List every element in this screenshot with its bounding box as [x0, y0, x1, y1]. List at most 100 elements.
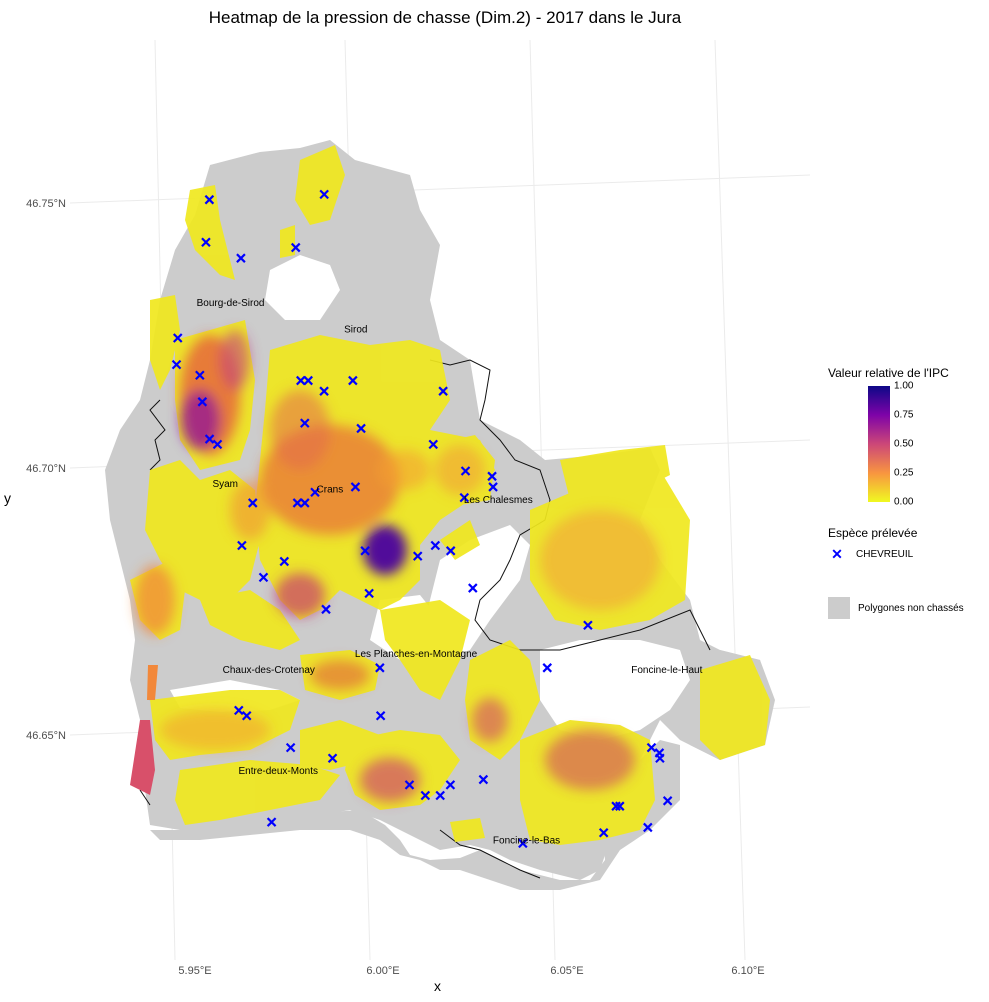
chevreuil-marker [360, 546, 370, 556]
chevreuil-marker [487, 471, 497, 482]
chevreuil-marker [350, 482, 361, 492]
chevreuil-marker [643, 822, 653, 833]
chevreuil-marker [375, 710, 386, 721]
colorbar-tick: 0.75 [894, 409, 914, 421]
y-tick-labels: 46.75°N 46.70°N 46.65°N [26, 198, 66, 742]
colorbar-tick: 0.50 [894, 438, 914, 450]
chevreuil-marker [662, 796, 673, 806]
chevreuil-marker [611, 801, 621, 811]
chevreuil-marker [319, 189, 329, 200]
cross-marker-icon: ✕ [831, 546, 843, 562]
colorbar-tick: 0.00 [894, 496, 914, 508]
chevreuil-marker [204, 434, 215, 444]
chevreuil-marker [172, 333, 183, 343]
chevreuil-marker [646, 742, 657, 753]
border-line [429, 359, 711, 879]
town-label: Chaux-des-Crotenay [223, 665, 315, 676]
chevreuil-marker [212, 439, 223, 450]
chevreuil-marker [615, 801, 625, 811]
chart-title: Heatmap de la pression de chasse (Dim.2)… [208, 8, 682, 27]
color-legend-title: Valeur relative de l'IPC [828, 366, 949, 380]
chevreuil-marker [430, 540, 441, 551]
species-legend-item: ✕ CHEVREUIL [828, 546, 988, 563]
x-tick-label: 6.05°E [550, 965, 583, 977]
colorbar [868, 386, 890, 502]
chevreuil-marker [542, 663, 553, 673]
chevreuil-marker [296, 375, 306, 386]
chevreuil-marker [237, 540, 247, 551]
gray-swatch-icon [828, 597, 850, 619]
chevreuil-marker [234, 705, 244, 716]
chevreuil-marker [375, 663, 385, 673]
colorbar-row: 1.00 0.75 0.50 0.25 0.00 [868, 381, 988, 508]
town-label: Bourg-de-Sirod [197, 298, 265, 309]
chevreuil-marker [460, 466, 471, 476]
chevreuil-marker [327, 753, 338, 764]
y-tick-label: 46.65°N [26, 730, 66, 742]
nonhunted-legend-item: Polygones non chassés [828, 597, 988, 619]
chevreuil-marker [285, 742, 296, 753]
chevreuil-marker [598, 827, 609, 838]
species-legend-title: Espèce prélevée [828, 526, 918, 540]
y-axis-label: y [4, 490, 11, 506]
chevreuil-marker [364, 588, 374, 599]
chevreuil-marker [241, 710, 252, 721]
chevreuil-marker [356, 423, 366, 434]
y-tick-label: 46.70°N [26, 463, 66, 475]
colorbar-ticks: 1.00 0.75 0.50 0.25 0.00 [894, 381, 934, 508]
chevreuil-marker [478, 774, 489, 785]
chevreuil-marker [583, 620, 593, 631]
chevreuil-marker [266, 817, 277, 827]
chevreuil-marker [197, 397, 208, 407]
chevreuil-marker [459, 492, 470, 503]
colorbar-tick: 1.00 [894, 380, 914, 392]
chevreuil-marker [236, 253, 246, 263]
chevreuil-marker [258, 572, 269, 583]
chevreuil-marker [247, 498, 258, 508]
town-label: Les Planches-en-Montagne [355, 649, 478, 660]
ipc-edge-patches [130, 665, 158, 795]
town-label: Foncine-le-Bas [493, 835, 560, 846]
nonhunted-label: Polygones non chassés [858, 602, 964, 614]
chevreuil-marker [300, 498, 310, 508]
chevreuil-marker [300, 418, 310, 428]
x-tick-label: 6.10°E [731, 965, 764, 977]
ipc-high-areas [135, 330, 660, 802]
chevreuil-marker [279, 556, 290, 567]
chevreuil-marker [488, 482, 498, 492]
chevreuil-marker [348, 375, 358, 386]
y-tick-label: 46.75°N [26, 198, 66, 210]
chevreuil-marker [468, 583, 478, 593]
chevreuil-marker [201, 237, 211, 248]
x-tick-labels: 5.95°E 6.00°E 6.05°E 6.10°E [178, 965, 764, 977]
chevreuil-marker [204, 194, 215, 205]
chevreuil-marker [321, 604, 331, 615]
chevreuil-marker [290, 242, 301, 253]
x-tick-label: 5.95°E [178, 965, 211, 977]
town-label: Entre-deux-Monts [239, 766, 318, 777]
x-tick-label: 6.00°E [366, 965, 399, 977]
chevreuil-marker [171, 359, 182, 370]
chevreuil-marker [319, 386, 329, 396]
chevreuil-marker [412, 551, 423, 561]
chevreuil-marker [435, 790, 445, 801]
chevreuil-marker [292, 498, 303, 508]
chevreuil-marker [303, 375, 313, 386]
town-label: Sirod [344, 325, 367, 336]
chevreuil-marker [195, 370, 205, 381]
chevreuil-marker [445, 780, 456, 790]
colorbar-tick: 0.25 [894, 467, 914, 479]
species-label: CHEVREUIL [856, 549, 914, 560]
observation-markers [171, 189, 673, 849]
town-label: Foncine-le-Haut [631, 665, 702, 676]
town-label: Crans [317, 484, 344, 495]
chevreuil-marker [518, 838, 528, 849]
legend: Valeur relative de l'IPC 1.00 0.75 0.50 … [828, 366, 988, 619]
x-axis-label: x [434, 978, 441, 994]
chevreuil-marker [654, 748, 665, 758]
chevreuil-marker [420, 790, 431, 801]
chevreuil-marker [428, 439, 439, 450]
chevreuil-marker [438, 386, 448, 396]
town-label: Les Chalesmes [464, 495, 533, 506]
